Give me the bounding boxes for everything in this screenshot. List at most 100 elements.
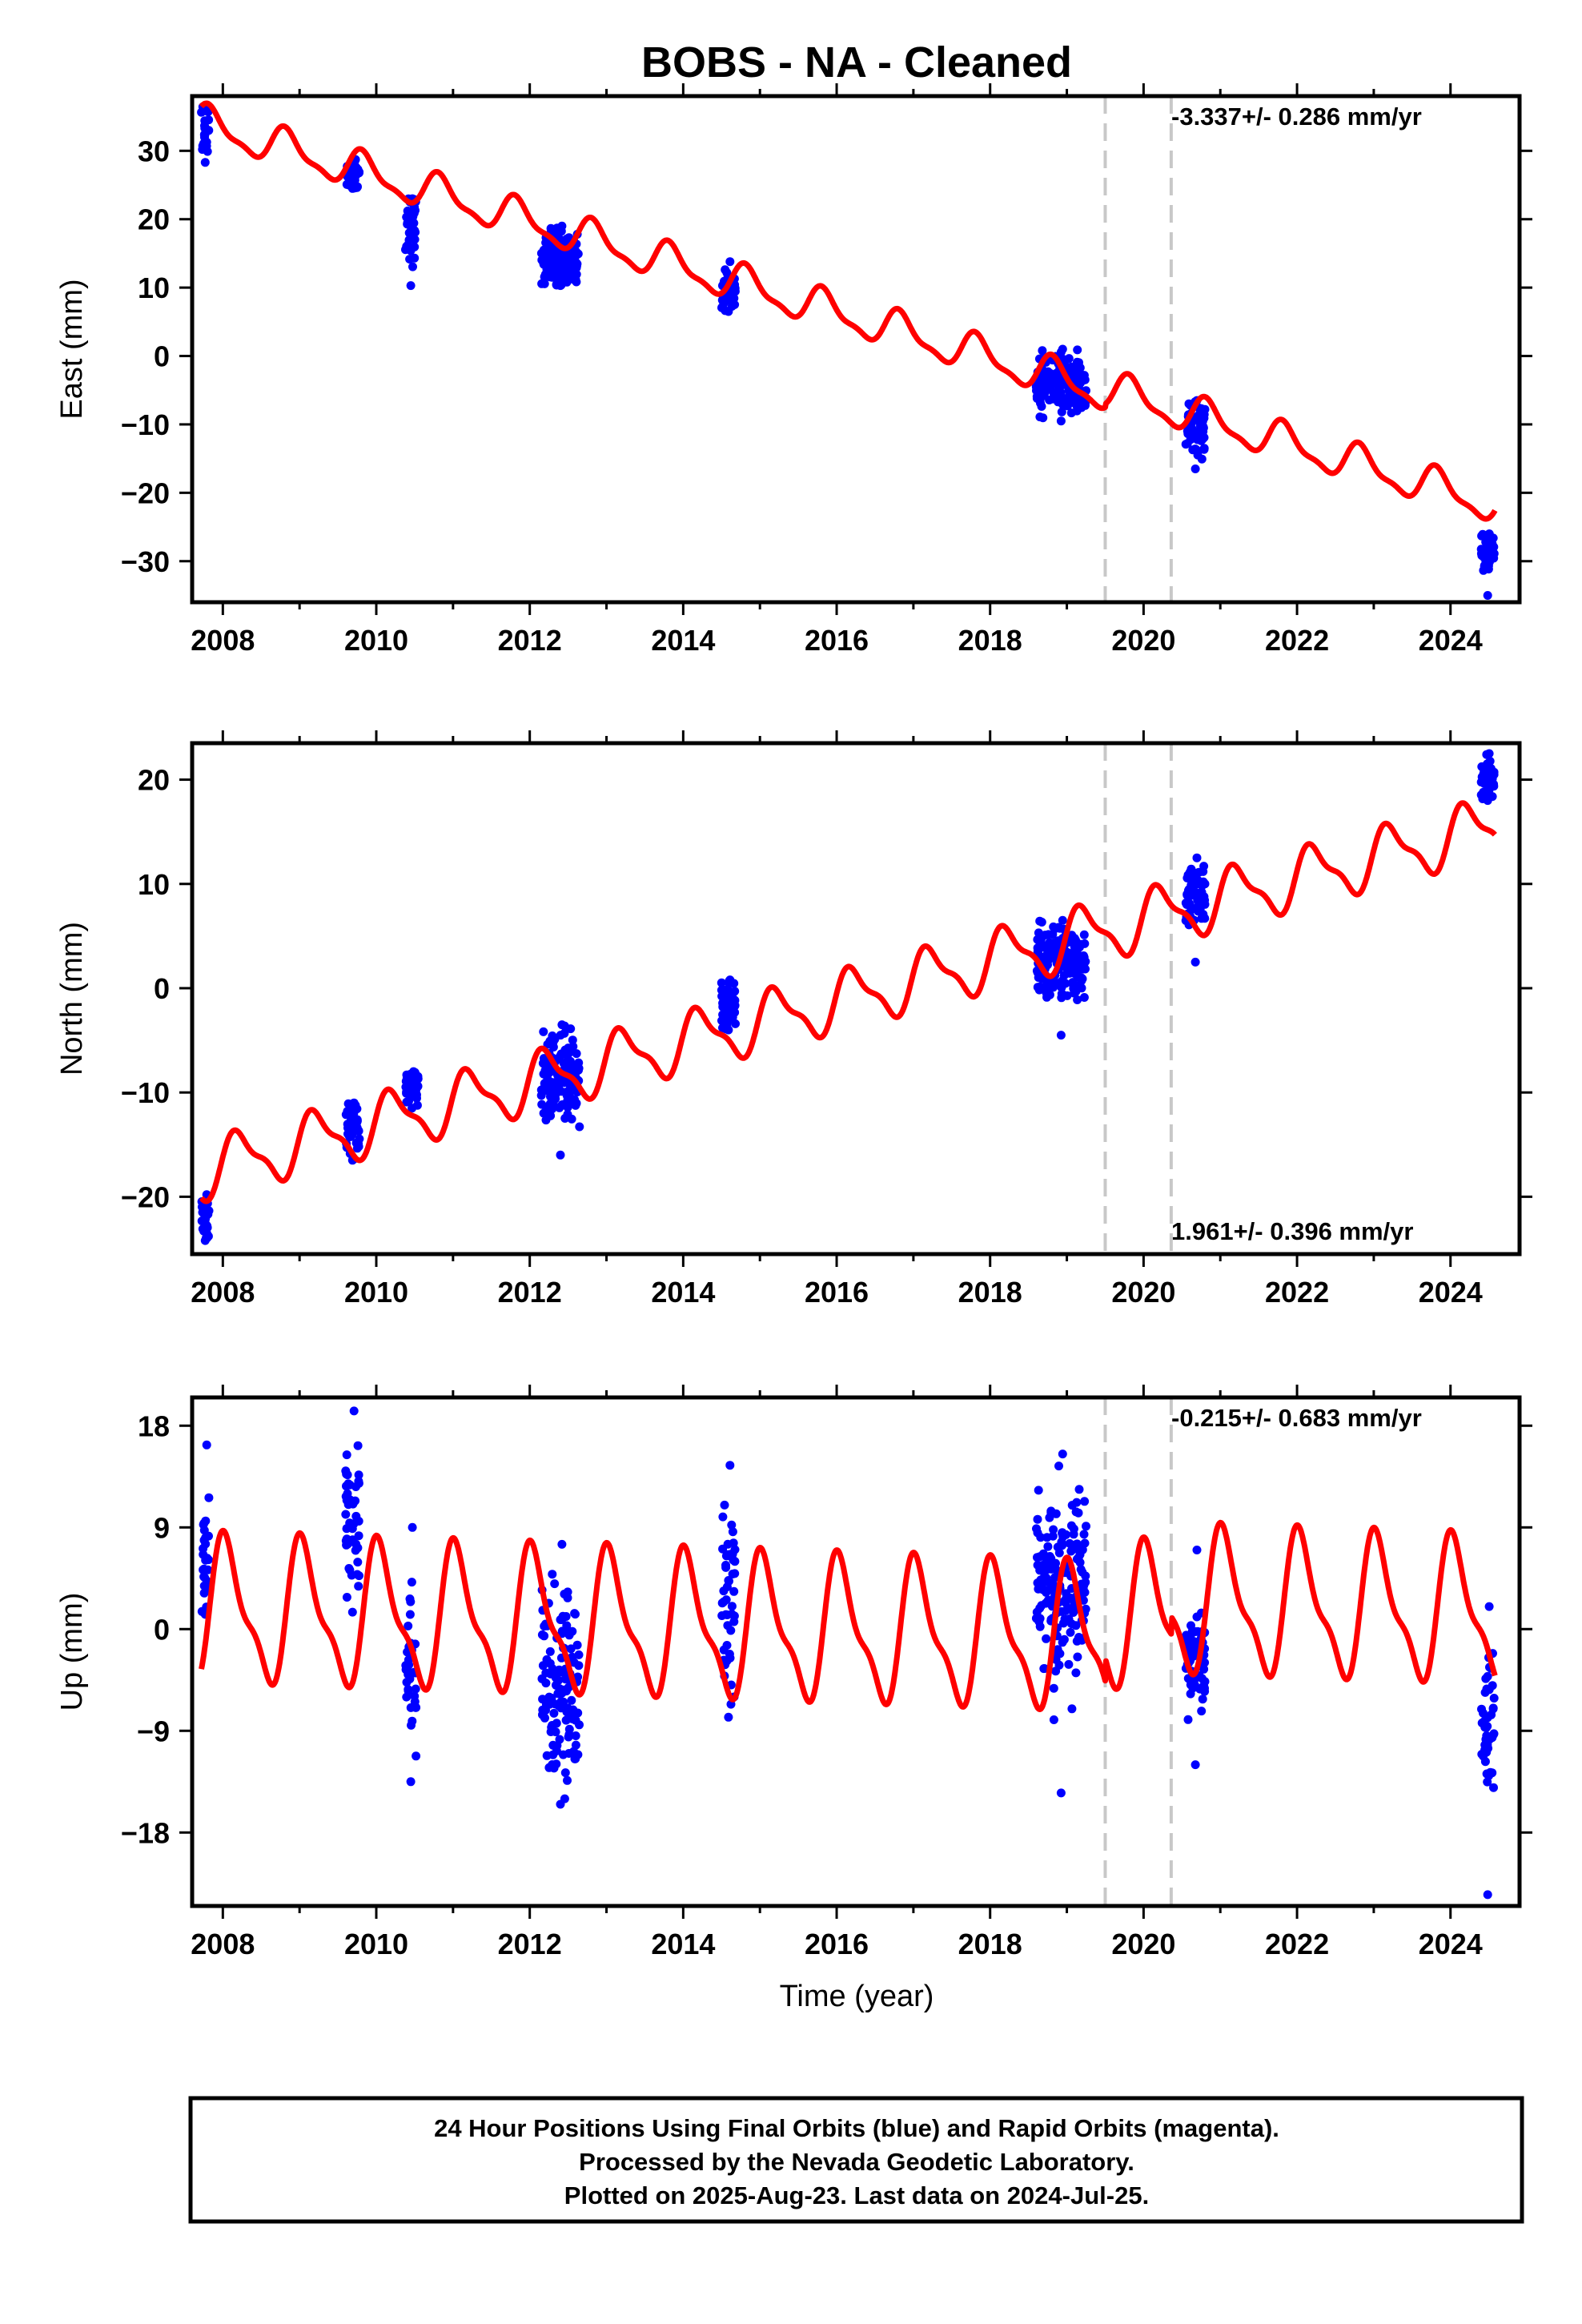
plot-area [197,96,1499,602]
data-point [562,1621,572,1630]
data-point [411,1684,420,1694]
data-point [536,1085,546,1095]
data-point [1081,964,1090,974]
data-point [1200,1658,1210,1667]
data-point [563,1593,572,1602]
data-point [1058,915,1067,925]
axes-frame [190,1395,1522,1908]
data-point [1034,1486,1043,1495]
data-point [545,1068,555,1077]
data-point [1073,1652,1082,1662]
data-point [1483,1890,1492,1900]
data-point [402,212,412,222]
data-point [1073,964,1082,974]
data-point [565,1056,575,1066]
data-point [1079,1530,1089,1539]
data-point [545,1659,555,1668]
data-point [1070,365,1080,374]
data-point [556,1150,565,1160]
data-point [344,1564,354,1573]
axes-frame [190,94,1522,605]
data-point [552,1719,561,1728]
data-point [1483,591,1492,600]
x-tick-label: 2014 [651,624,715,657]
data-point [571,1731,580,1740]
x-tick-label: 2008 [191,1928,255,1960]
data-point [1079,930,1089,939]
x-tick-label: 2010 [344,624,408,657]
data-point [408,1104,417,1113]
data-point [568,1035,577,1045]
data-point [1192,1612,1202,1622]
data-point [407,1578,416,1587]
data-point [562,1091,572,1100]
data-point [563,1703,572,1713]
data-point [349,1406,359,1416]
data-point [544,1080,553,1090]
y-tick-label: 20 [138,764,170,797]
data-point [1058,1449,1067,1459]
data-point [1046,1557,1056,1566]
data-point [1184,1639,1194,1649]
y-tick-label: 9 [154,1511,170,1544]
data-point [1489,1694,1499,1703]
data-point [556,281,565,291]
data-point [1040,389,1049,399]
data-point [557,1539,567,1549]
data-point [1064,354,1074,364]
data-point [572,263,581,272]
data-point [1067,1501,1077,1510]
data-point [200,1208,209,1218]
data-point [1048,1531,1058,1541]
data-point [1489,1783,1498,1792]
data-point [1066,1619,1076,1629]
data-point [1198,416,1207,426]
x-tick-label: 2024 [1419,1276,1483,1309]
data-point [724,1712,733,1722]
data-point [1054,1462,1063,1471]
data-point [341,1110,351,1120]
data-point [724,1011,733,1020]
data-point [1199,444,1209,453]
data-point [557,1615,567,1624]
data-point [728,294,737,304]
data-point [1039,1664,1049,1674]
data-point [730,1569,740,1578]
data-point [343,1470,352,1480]
data-point [548,1043,558,1051]
data-point [407,1720,416,1730]
data-point [1182,900,1191,909]
x-tick-label: 2010 [344,1276,408,1309]
data-point [410,1691,420,1701]
data-point [200,123,210,133]
data-point [1484,1602,1494,1611]
data-point [1484,555,1494,565]
data-point [559,1750,568,1759]
data-point [1038,346,1047,356]
data-point [555,1103,564,1112]
data-point [355,1134,364,1144]
data-point [549,268,558,277]
data-point [1193,450,1203,460]
data-point [1199,862,1209,871]
data-point [202,1440,211,1449]
data-point [353,1441,363,1450]
data-point [1042,1588,1051,1597]
data-point [1037,402,1046,411]
data-point [1080,1538,1090,1548]
data-point [560,264,570,274]
data-point [354,1582,363,1591]
x-tick-label: 2018 [958,1928,1022,1960]
data-point [1042,1573,1051,1582]
data-point [203,147,212,156]
data-point [1192,853,1202,862]
data-point [1199,423,1208,432]
data-point [1197,1707,1207,1716]
model-curve [199,1519,1498,1712]
x-tick-label: 2022 [1265,1276,1329,1309]
data-point [560,1768,570,1778]
data-point [567,1695,576,1705]
data-point [1071,1668,1081,1678]
data-point [1188,425,1198,435]
up-panel: 2008 2010 2012 2014 2016 2018 2020 2022 2024 −18 −… [55,1385,1532,1960]
